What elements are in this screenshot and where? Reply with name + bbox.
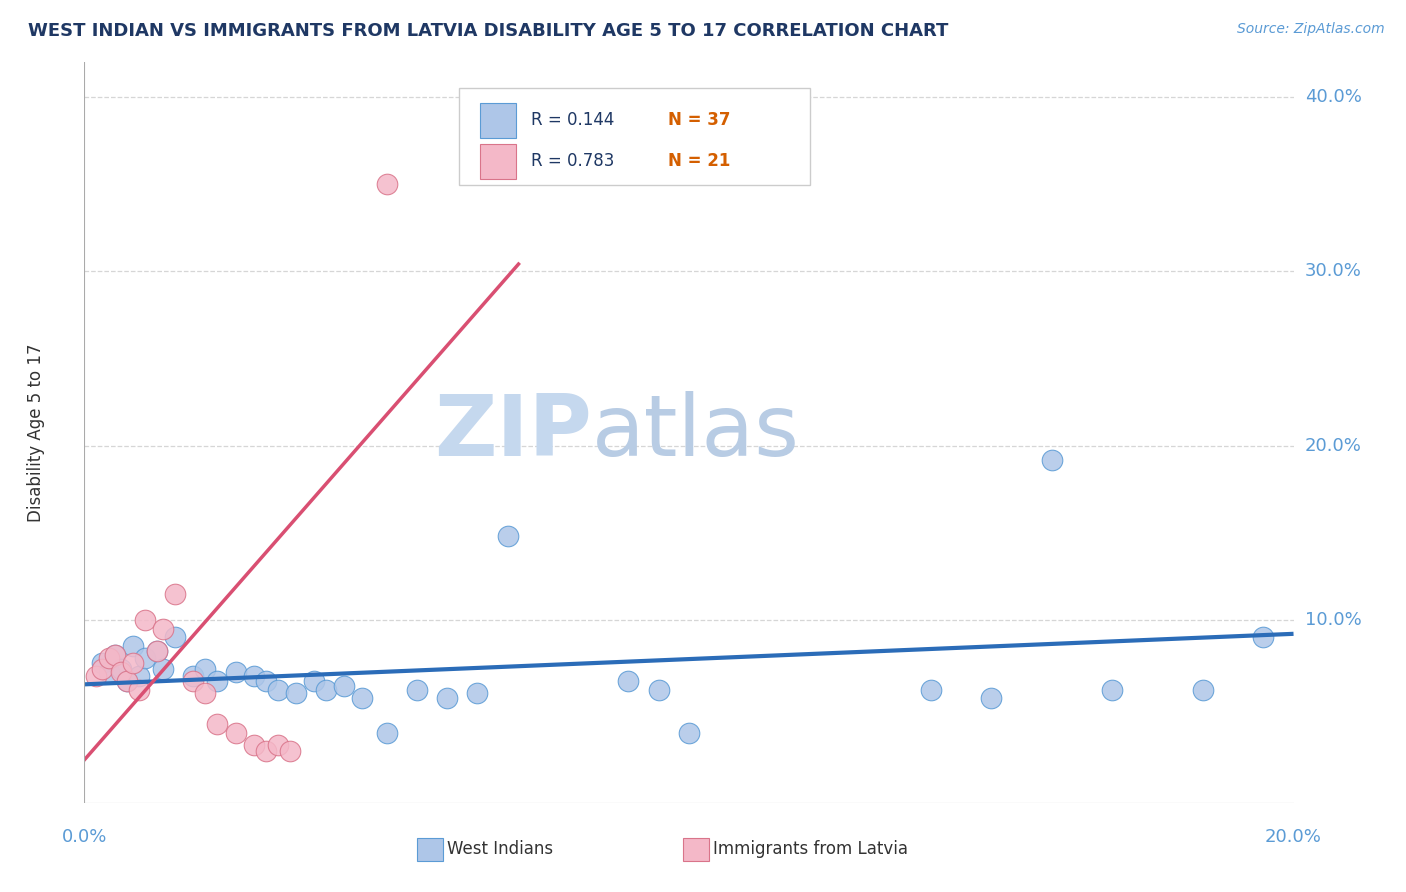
Point <box>1253 630 1275 644</box>
Text: Source: ZipAtlas.com: Source: ZipAtlas.com <box>1237 22 1385 37</box>
Point <box>242 668 264 682</box>
Point <box>1101 682 1123 697</box>
Text: 20.0%: 20.0% <box>1305 437 1361 455</box>
Point <box>194 662 217 676</box>
Point <box>254 743 277 757</box>
Point <box>267 739 290 753</box>
Text: R = 0.783: R = 0.783 <box>530 153 614 170</box>
Point <box>333 679 356 693</box>
Point <box>285 686 308 700</box>
Text: 0.0%: 0.0% <box>62 828 107 846</box>
Point <box>242 739 264 753</box>
Point <box>225 665 247 680</box>
Point <box>267 682 290 697</box>
Point <box>352 691 374 706</box>
Text: Disability Age 5 to 17: Disability Age 5 to 17 <box>27 343 45 522</box>
Point <box>128 668 150 682</box>
Point <box>1040 452 1063 467</box>
Point <box>980 691 1002 706</box>
Point <box>134 651 156 665</box>
Text: ZIP: ZIP <box>434 391 592 475</box>
Point <box>91 662 114 676</box>
Point <box>406 682 429 697</box>
Text: R = 0.144: R = 0.144 <box>530 112 614 129</box>
Point <box>496 529 519 543</box>
Point <box>110 662 132 676</box>
Point <box>104 648 127 662</box>
Point <box>181 673 204 688</box>
Point <box>920 682 942 697</box>
Text: 20.0%: 20.0% <box>1265 828 1322 846</box>
FancyBboxPatch shape <box>460 88 810 185</box>
Bar <box>418 838 443 861</box>
Text: West Indians: West Indians <box>447 840 553 858</box>
Point <box>436 691 458 706</box>
Point <box>115 673 138 688</box>
Point <box>97 651 120 665</box>
Point <box>302 673 325 688</box>
Point <box>254 673 277 688</box>
Point <box>678 726 700 740</box>
Text: 40.0%: 40.0% <box>1305 88 1361 106</box>
Point <box>86 668 108 682</box>
Point <box>207 673 229 688</box>
Bar <box>479 144 516 179</box>
Point <box>152 662 174 676</box>
Point <box>467 686 489 700</box>
Point <box>110 665 132 680</box>
Point <box>617 673 640 688</box>
Text: WEST INDIAN VS IMMIGRANTS FROM LATVIA DISABILITY AGE 5 TO 17 CORRELATION CHART: WEST INDIAN VS IMMIGRANTS FROM LATVIA DI… <box>28 22 949 40</box>
Point <box>375 178 398 192</box>
Point <box>115 673 138 688</box>
Text: Immigrants from Latvia: Immigrants from Latvia <box>713 840 908 858</box>
Point <box>165 587 187 601</box>
Text: atlas: atlas <box>592 391 800 475</box>
Text: N = 21: N = 21 <box>668 153 731 170</box>
Point <box>207 717 229 731</box>
Point <box>648 682 671 697</box>
Point <box>134 613 156 627</box>
Point <box>315 682 337 697</box>
Point <box>146 644 169 658</box>
Point <box>121 639 143 653</box>
Point <box>91 657 114 671</box>
Point <box>152 622 174 636</box>
Point <box>194 686 217 700</box>
Point <box>1192 682 1215 697</box>
Text: N = 37: N = 37 <box>668 112 731 129</box>
Text: 10.0%: 10.0% <box>1305 611 1361 629</box>
Point <box>225 726 247 740</box>
Bar <box>479 103 516 138</box>
Point <box>278 743 301 757</box>
Point <box>165 630 187 644</box>
Point <box>128 682 150 697</box>
Point <box>97 665 120 680</box>
Bar <box>683 838 710 861</box>
Text: 30.0%: 30.0% <box>1305 262 1361 280</box>
Point <box>104 648 127 662</box>
Point <box>121 657 143 671</box>
Point <box>181 668 204 682</box>
Point <box>146 644 169 658</box>
Point <box>375 726 398 740</box>
